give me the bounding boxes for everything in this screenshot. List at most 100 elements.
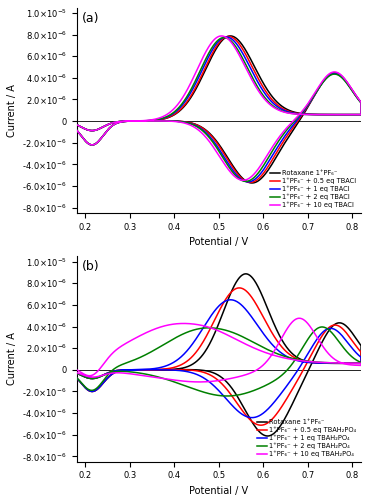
Rotaxane 1⁺PF₆⁻	[265, 433, 270, 439]
1⁺PF₆⁻ + 0.5 eq TBAH₂PO₄	[170, 365, 175, 371]
1⁺PF₆⁻ + 2 eq TBAH₂PO₄	[320, 324, 324, 330]
Rotaxane 1⁺PF₆⁻	[170, 366, 175, 372]
1⁺PF₆⁻ + 2 eq TBACl	[74, 127, 79, 133]
1⁺PF₆⁻ + 2 eq TBAH₂PO₄	[224, 393, 229, 399]
1⁺PF₆⁻ + 10 eq TBAH₂PO₄	[74, 367, 79, 373]
Rotaxane 1⁺PF₆⁻	[344, 78, 348, 85]
Line: Rotaxane 1⁺PF₆⁻: Rotaxane 1⁺PF₆⁻	[77, 274, 361, 436]
1⁺PF₆⁻ + 2 eq TBACl	[322, 112, 326, 118]
1⁺PF₆⁻ + 1 eq TBAH₂PO₄	[170, 360, 175, 366]
1⁺PF₆⁻ + 2 eq TBACl	[243, 179, 248, 185]
1⁺PF₆⁻ + 10 eq TBAH₂PO₄	[197, 379, 201, 385]
Line: 1⁺PF₆⁻ + 1 eq TBACl: 1⁺PF₆⁻ + 1 eq TBACl	[77, 37, 361, 182]
1⁺PF₆⁻ + 10 eq TBACl	[267, 101, 271, 107]
Rotaxane 1⁺PF₆⁻	[74, 375, 79, 381]
1⁺PF₆⁻ + 10 eq TBAH₂PO₄	[297, 315, 301, 321]
1⁺PF₆⁻ + 1 eq TBAH₂PO₄	[322, 360, 326, 366]
1⁺PF₆⁻ + 0.5 eq TBACl	[332, 70, 337, 76]
1⁺PF₆⁻ + 10 eq TBAH₂PO₄	[321, 360, 326, 366]
1⁺PF₆⁻ + 0.5 eq TBACl	[344, 79, 348, 85]
1⁺PF₆⁻ + 1 eq TBAH₂PO₄	[228, 297, 233, 303]
1⁺PF₆⁻ + 0.5 eq TBAH₂PO₄	[74, 370, 79, 376]
Text: (b): (b)	[82, 261, 100, 273]
1⁺PF₆⁻ + 1 eq TBACl	[322, 112, 326, 118]
1⁺PF₆⁻ + 0.5 eq TBACl	[74, 127, 79, 133]
1⁺PF₆⁻ + 1 eq TBACl	[267, 96, 271, 102]
Y-axis label: Current / A: Current / A	[7, 332, 17, 385]
1⁺PF₆⁻ + 2 eq TBAH₂PO₄	[266, 347, 270, 353]
1⁺PF₆⁻ + 1 eq TBAH₂PO₄	[150, 366, 154, 372]
1⁺PF₆⁻ + 10 eq TBACl	[344, 78, 348, 84]
Rotaxane 1⁺PF₆⁻	[150, 367, 154, 373]
1⁺PF₆⁻ + 10 eq TBAH₂PO₄	[266, 351, 270, 357]
Rotaxane 1⁺PF₆⁻	[322, 112, 326, 118]
1⁺PF₆⁻ + 10 eq TBACl	[332, 69, 337, 75]
1⁺PF₆⁻ + 0.5 eq TBAH₂PO₄	[322, 360, 326, 366]
1⁺PF₆⁻ + 0.5 eq TBAH₂PO₄	[150, 367, 154, 373]
1⁺PF₆⁻ + 0.5 eq TBAH₂PO₄	[267, 324, 271, 330]
1⁺PF₆⁻ + 1 eq TBACl	[344, 79, 348, 86]
1⁺PF₆⁻ + 0.5 eq TBACl	[248, 180, 252, 186]
Rotaxane 1⁺PF₆⁻	[344, 323, 348, 329]
1⁺PF₆⁻ + 0.5 eq TBACl	[170, 112, 175, 118]
1⁺PF₆⁻ + 1 eq TBAH₂PO₄	[267, 338, 271, 344]
1⁺PF₆⁻ + 2 eq TBAH₂PO₄	[74, 375, 79, 381]
1⁺PF₆⁻ + 10 eq TBAH₂PO₄	[344, 361, 349, 367]
1⁺PF₆⁻ + 10 eq TBACl	[150, 117, 154, 123]
1⁺PF₆⁻ + 2 eq TBACl	[222, 35, 226, 41]
1⁺PF₆⁻ + 10 eq TBACl	[322, 112, 326, 118]
1⁺PF₆⁻ + 1 eq TBAH₂PO₄	[74, 370, 79, 376]
1⁺PF₆⁻ + 1 eq TBAH₂PO₄	[344, 338, 348, 344]
Y-axis label: Current / A: Current / A	[7, 84, 17, 137]
1⁺PF₆⁻ + 10 eq TBACl	[170, 107, 175, 113]
1⁺PF₆⁻ + 10 eq TBAH₂PO₄	[333, 357, 337, 363]
Rotaxane 1⁺PF₆⁻	[74, 122, 79, 128]
Rotaxane 1⁺PF₆⁻	[74, 370, 79, 376]
1⁺PF₆⁻ + 10 eq TBAH₂PO₄	[170, 321, 175, 327]
1⁺PF₆⁻ + 1 eq TBACl	[332, 70, 337, 76]
Rotaxane 1⁺PF₆⁻	[170, 113, 175, 119]
X-axis label: Potential / V: Potential / V	[189, 486, 248, 496]
1⁺PF₆⁻ + 0.5 eq TBAH₂PO₄	[259, 422, 263, 428]
1⁺PF₆⁻ + 2 eq TBAH₂PO₄	[74, 370, 79, 376]
1⁺PF₆⁻ + 2 eq TBAH₂PO₄	[333, 333, 337, 340]
1⁺PF₆⁻ + 2 eq TBAH₂PO₄	[150, 348, 154, 354]
1⁺PF₆⁻ + 10 eq TBAH₂PO₄	[150, 327, 154, 333]
Line: 1⁺PF₆⁻ + 0.5 eq TBAH₂PO₄: 1⁺PF₆⁻ + 0.5 eq TBAH₂PO₄	[77, 288, 361, 425]
1⁺PF₆⁻ + 2 eq TBACl	[170, 110, 175, 116]
1⁺PF₆⁻ + 10 eq TBACl	[74, 122, 79, 128]
1⁺PF₆⁻ + 0.5 eq TBACl	[322, 112, 326, 118]
Line: 1⁺PF₆⁻ + 2 eq TBAH₂PO₄: 1⁺PF₆⁻ + 2 eq TBAH₂PO₄	[77, 327, 361, 396]
Rotaxane 1⁺PF₆⁻	[322, 360, 326, 366]
Rotaxane 1⁺PF₆⁻	[250, 180, 254, 186]
1⁺PF₆⁻ + 10 eq TBACl	[241, 177, 245, 183]
Legend: Rotaxane 1⁺PF₆⁻, 1⁺PF₆⁻ + 0.5 eq TBAH₂PO₄, 1⁺PF₆⁻ + 1 eq TBAH₂PO₄, 1⁺PF₆⁻ + 2 eq: Rotaxane 1⁺PF₆⁻, 1⁺PF₆⁻ + 0.5 eq TBAH₂PO…	[255, 417, 358, 458]
1⁺PF₆⁻ + 1 eq TBACl	[170, 111, 175, 117]
1⁺PF₆⁻ + 2 eq TBACl	[267, 99, 271, 105]
Line: 1⁺PF₆⁻ + 2 eq TBACl: 1⁺PF₆⁻ + 2 eq TBACl	[77, 38, 361, 182]
1⁺PF₆⁻ + 1 eq TBACl	[224, 34, 229, 40]
1⁺PF₆⁻ + 0.5 eq TBACl	[74, 122, 79, 128]
Rotaxane 1⁺PF₆⁻	[243, 271, 248, 277]
1⁺PF₆⁻ + 2 eq TBAH₂PO₄	[344, 349, 349, 355]
Rotaxane 1⁺PF₆⁻	[332, 69, 337, 75]
1⁺PF₆⁻ + 1 eq TBAH₂PO₄	[332, 326, 337, 332]
1⁺PF₆⁻ + 0.5 eq TBAH₂PO₄	[237, 285, 242, 291]
1⁺PF₆⁻ + 0.5 eq TBACl	[150, 118, 154, 124]
Legend: Rotaxane 1⁺PF₆⁻, 1⁺PF₆⁻ + 0.5 eq TBACl, 1⁺PF₆⁻ + 1 eq TBACl, 1⁺PF₆⁻ + 2 eq TBACl: Rotaxane 1⁺PF₆⁻, 1⁺PF₆⁻ + 0.5 eq TBACl, …	[268, 169, 358, 210]
1⁺PF₆⁻ + 0.5 eq TBACl	[226, 34, 231, 40]
1⁺PF₆⁻ + 1 eq TBACl	[246, 179, 250, 185]
Rotaxane 1⁺PF₆⁻	[74, 127, 79, 133]
Rotaxane 1⁺PF₆⁻	[267, 309, 271, 315]
1⁺PF₆⁻ + 2 eq TBACl	[150, 117, 154, 123]
Rotaxane 1⁺PF₆⁻	[332, 321, 337, 327]
1⁺PF₆⁻ + 2 eq TBACl	[74, 122, 79, 128]
1⁺PF₆⁻ + 2 eq TBACl	[332, 71, 337, 77]
Rotaxane 1⁺PF₆⁻	[150, 118, 154, 124]
1⁺PF₆⁻ + 2 eq TBAH₂PO₄	[170, 337, 175, 343]
X-axis label: Potential / V: Potential / V	[189, 237, 248, 247]
1⁺PF₆⁻ + 2 eq TBAH₂PO₄	[321, 360, 326, 366]
Line: Rotaxane 1⁺PF₆⁻: Rotaxane 1⁺PF₆⁻	[77, 36, 361, 183]
Line: 1⁺PF₆⁻ + 1 eq TBAH₂PO₄: 1⁺PF₆⁻ + 1 eq TBAH₂PO₄	[77, 300, 361, 417]
Rotaxane 1⁺PF₆⁻	[267, 89, 271, 95]
